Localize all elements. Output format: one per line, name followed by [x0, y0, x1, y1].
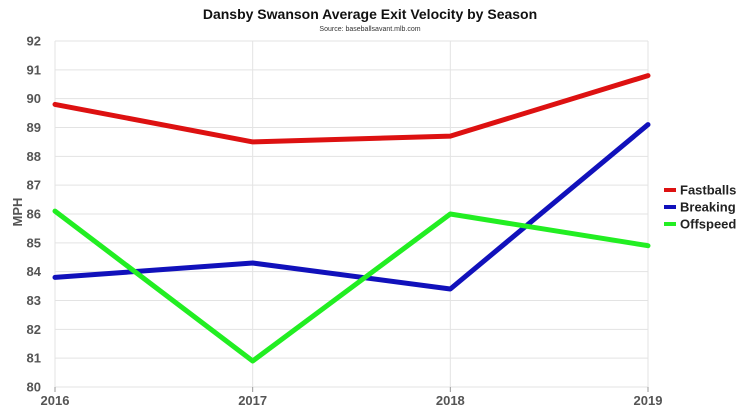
chart-subtitle: Source: baseballsavant.mlb.com — [319, 26, 420, 33]
y-tick-label: 83 — [27, 293, 41, 308]
y-axis-label: MPH — [10, 198, 25, 227]
y-tick-label: 92 — [27, 34, 41, 49]
y-tick-label: 89 — [27, 120, 41, 135]
y-tick-label: 85 — [27, 235, 41, 250]
chart-title: Dansby Swanson Average Exit Velocity by … — [203, 6, 537, 22]
legend-swatch-fastballs — [664, 188, 676, 192]
y-axis-ticks: 80 81 82 83 84 85 86 87 88 89 90 91 92 — [27, 34, 42, 395]
y-tick-label: 86 — [27, 207, 41, 222]
gridlines — [54, 40, 649, 388]
x-tick-label: 2018 — [436, 393, 465, 408]
x-tick-label: 2017 — [238, 393, 267, 408]
legend-label-fastballs: Fastballs — [680, 183, 736, 198]
y-tick-label: 80 — [27, 380, 41, 395]
legend: Fastballs Breaking Offspeed — [664, 183, 736, 232]
x-axis-ticks: 2016 2017 2018 2019 — [41, 387, 663, 408]
series-line-fastballs — [52, 73, 651, 145]
x-tick-label: 2019 — [634, 393, 663, 408]
y-tick-label: 84 — [27, 264, 42, 279]
y-tick-label: 87 — [27, 178, 41, 193]
x-tick-label: 2016 — [41, 393, 70, 408]
legend-label-breaking: Breaking — [680, 200, 736, 215]
y-tick-label: 91 — [27, 62, 41, 77]
legend-swatch-breaking — [664, 205, 676, 209]
y-tick-label: 90 — [27, 91, 41, 106]
legend-swatch-offspeed — [664, 222, 676, 226]
legend-label-offspeed: Offspeed — [680, 217, 736, 232]
series-lines — [52, 73, 651, 364]
y-tick-label: 82 — [27, 322, 41, 337]
y-tick-label: 88 — [27, 149, 41, 164]
series-line-breaking — [52, 122, 651, 292]
series-line-offspeed — [52, 208, 651, 364]
y-tick-label: 81 — [27, 351, 41, 366]
